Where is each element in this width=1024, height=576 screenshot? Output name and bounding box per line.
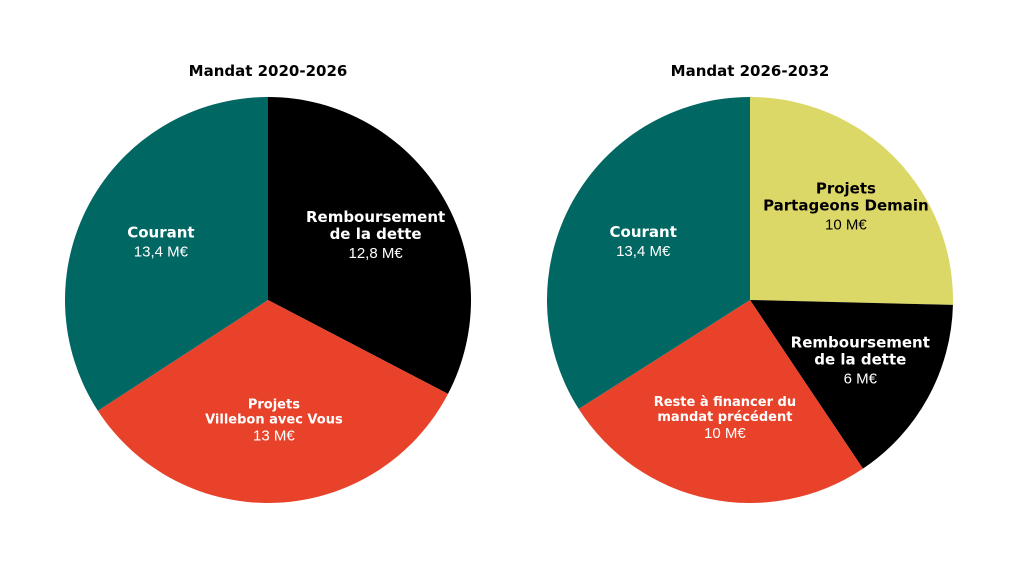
slice-label: Reste à financer du — [654, 395, 796, 410]
chart-title: Mandat 2020-2026 — [189, 62, 348, 80]
slice-label: Courant — [127, 223, 194, 241]
slice-value-label: 13 M€ — [253, 428, 295, 445]
slice-value-label: 13,4 M€ — [134, 243, 189, 260]
slice-label: mandat précédent — [657, 410, 792, 425]
slice-value-label: 10 M€ — [825, 216, 867, 233]
chart-title: Mandat 2026-2032 — [671, 62, 830, 80]
slice-label: Courant — [610, 223, 677, 241]
slice-label: de la dette — [330, 225, 422, 243]
pie-slice — [547, 97, 750, 409]
slice-label: Projets — [248, 398, 300, 413]
pie-slice — [750, 97, 953, 305]
slice-value-label: 13,4 M€ — [616, 243, 671, 260]
slice-label: Projets — [816, 179, 876, 197]
pie-slice — [578, 300, 863, 504]
slice-label: Remboursement — [306, 208, 445, 226]
slice-value-label: 6 M€ — [844, 371, 878, 388]
slice-label: Villebon avec Vous — [205, 413, 343, 428]
slice-label: Partageons Demain — [763, 196, 929, 214]
slice-label: de la dette — [814, 351, 906, 369]
slice-value-label: 10 M€ — [704, 425, 746, 442]
pie-slice — [750, 300, 953, 469]
pie-slice — [65, 97, 269, 411]
pie-slice — [268, 97, 472, 394]
pie-slice — [97, 300, 448, 503]
slice-label: Remboursement — [791, 334, 930, 352]
slice-value-label: 12,8 M€ — [348, 245, 403, 262]
